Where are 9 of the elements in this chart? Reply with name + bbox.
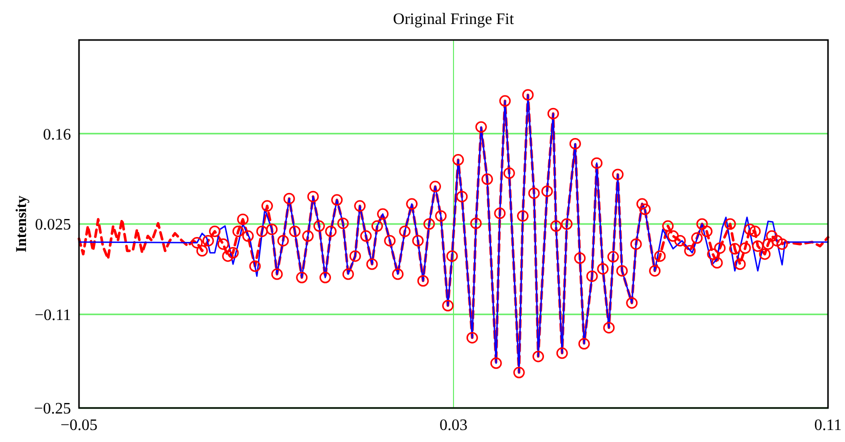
x-tick-label: 0.03 (440, 417, 468, 434)
chart-title: Original Fringe Fit (393, 11, 514, 28)
y-tick-label: −0.11 (34, 306, 71, 324)
x-tick-label: −0.05 (60, 417, 98, 434)
y-tick-label: −0.25 (34, 400, 71, 418)
y-tick-label: 0.16 (43, 126, 71, 144)
y-axis-title: Intensity (14, 195, 30, 252)
y-tick-label: 0.025 (35, 216, 71, 234)
x-tick-label: 0.11 (814, 417, 842, 434)
